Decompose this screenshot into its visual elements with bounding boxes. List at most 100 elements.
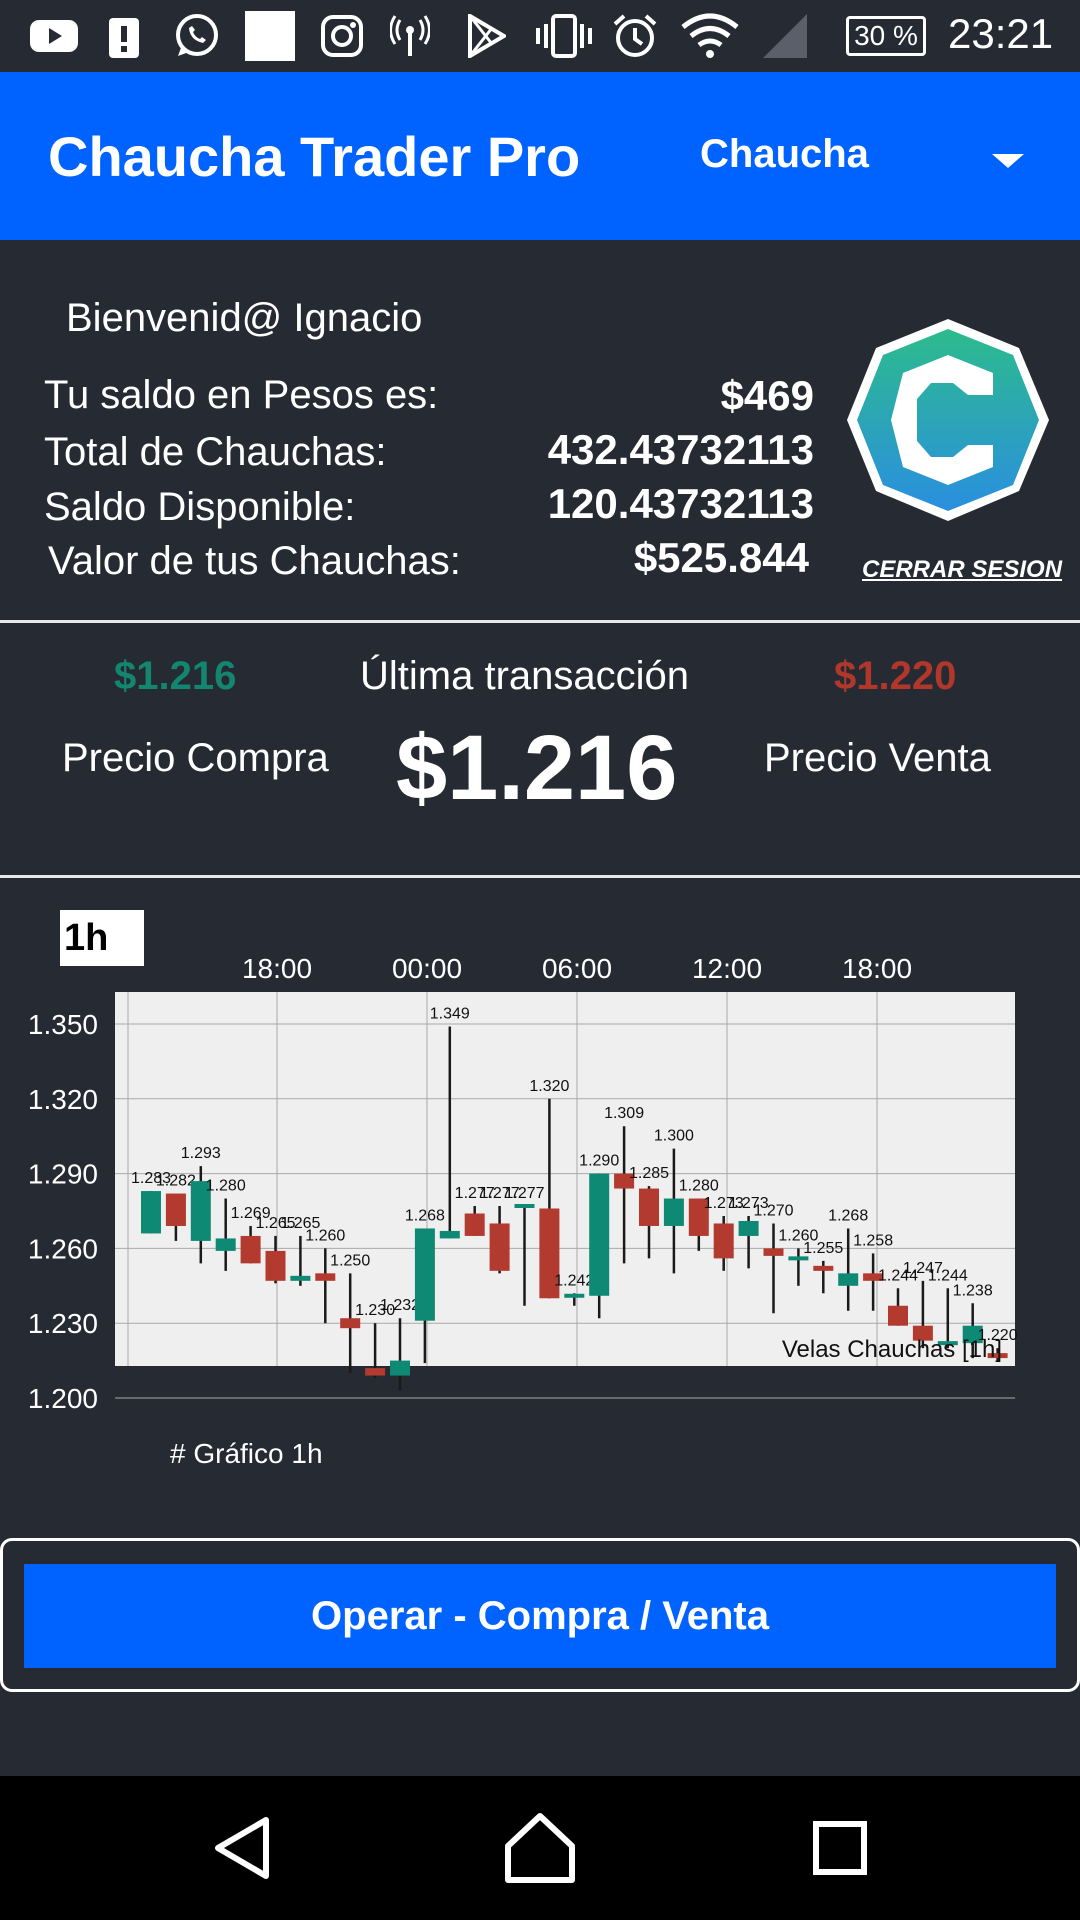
chart-title: Velas Chauchas [1h] (782, 1336, 1002, 1363)
candle-body (962, 1325, 983, 1344)
candle-label: 1.250 (330, 1252, 370, 1269)
x-tick-label: 00:00 (392, 953, 462, 984)
x-tick-label: 18:00 (242, 953, 312, 984)
candle-body (240, 1235, 261, 1264)
candle-label: 1.232 (380, 1297, 420, 1314)
x-tick-label: 12:00 (692, 953, 762, 984)
candle-body (340, 1318, 361, 1329)
candle-body (539, 1208, 560, 1299)
candle-body (912, 1325, 933, 1341)
x-tick-label: 18:00 (842, 953, 912, 984)
last-transaction-label: Última transacción (360, 654, 690, 698)
interval-tab-1h[interactable]: 1h (60, 910, 144, 966)
candle-body (265, 1250, 286, 1281)
candle-label: 1.285 (629, 1165, 669, 1182)
candle-body (813, 1265, 834, 1271)
cell-signal-icon (760, 12, 810, 60)
candle-label: 1.300 (654, 1128, 694, 1145)
x-tick-label: 06:00 (542, 953, 612, 984)
youtube-icon (28, 12, 80, 60)
candle-body (141, 1191, 161, 1234)
play-store-icon (462, 12, 510, 60)
status-bar: 30 % 23:21 (0, 0, 1080, 72)
available-balance-label: Saldo Disponible: (44, 485, 356, 529)
sell-price-value: $1.220 (834, 654, 957, 698)
candle-label: 1.269 (231, 1205, 271, 1222)
candle-label: 1.277 (504, 1185, 544, 1202)
candle-label: 1.280 (206, 1178, 246, 1195)
balance-pesos-label: Tu saldo en Pesos es: (44, 373, 439, 417)
candle-label: 1.265 (255, 1215, 295, 1232)
logout-link[interactable]: CERRAR SESION (862, 556, 1063, 583)
battery-indicator: 30 % (846, 16, 926, 56)
candle-body (190, 1181, 211, 1241)
candle-label: 1.258 (853, 1232, 893, 1249)
candle-body (639, 1188, 659, 1226)
available-balance-value: 120.43732113 (547, 480, 814, 527)
candle-label: 1.273 (729, 1195, 769, 1212)
operate-frame (0, 1538, 1080, 1692)
candle-body (290, 1275, 311, 1281)
candle-label: 1.268 (405, 1207, 445, 1224)
candle-label: 1.238 (953, 1282, 993, 1299)
chart-plot-area (115, 992, 1015, 1366)
chauchas-value-label: Valor de tus Chauchas: (48, 539, 461, 583)
candle-label: 1.244 (878, 1267, 918, 1284)
candle-label: 1.293 (181, 1145, 221, 1162)
candle-body (713, 1223, 734, 1259)
y-tick-label: 1.350 (28, 1009, 98, 1040)
candle-body (863, 1273, 884, 1281)
sell-price-label: Precio Venta (764, 736, 991, 780)
candle-label: 1.277 (455, 1185, 495, 1202)
candle-body (514, 1204, 535, 1209)
candle-label: 1.265 (280, 1215, 320, 1232)
candle-label: 1.260 (305, 1227, 345, 1244)
back-icon[interactable] (200, 1806, 284, 1890)
chevron-down-icon[interactable] (992, 154, 1024, 168)
operate-button[interactable]: Operar - Compra / Venta (24, 1564, 1056, 1668)
signal-tower-icon (388, 12, 432, 60)
candle-body (165, 1193, 186, 1226)
coin-selector[interactable]: Chaucha (700, 132, 869, 176)
y-tick-label: 1.290 (28, 1159, 98, 1190)
candle-label: 1.220 (978, 1327, 1018, 1344)
candle-label: 1.230 (355, 1302, 395, 1319)
candle-label: 1.273 (704, 1195, 744, 1212)
y-tick-label: 1.230 (28, 1308, 98, 1339)
candle-body (788, 1256, 809, 1261)
chart-caption: # Gráfico 1h (170, 1438, 323, 1469)
home-icon[interactable] (498, 1806, 582, 1890)
y-tick-label: 1.200 (28, 1383, 98, 1414)
candle-body (390, 1360, 410, 1376)
candlestick-chart: 1.350 1.320 1.290 1.260 1.230 1.200 18:00 00:0… (28, 953, 1018, 1414)
candle-body (763, 1248, 784, 1256)
clock: 23:21 (948, 10, 1054, 57)
navigation-bar (0, 1776, 1080, 1920)
divider (0, 620, 1080, 623)
candle-label: 1.283 (131, 1170, 171, 1187)
candle-body (215, 1238, 236, 1251)
candle-body (663, 1198, 684, 1226)
total-chauchas-label: Total de Chauchas: (44, 430, 387, 474)
last-transaction-price: $1.216 (396, 717, 678, 819)
candle-body (414, 1228, 435, 1321)
candle-body (688, 1198, 709, 1236)
candle-label: 1.282 (156, 1173, 196, 1190)
app-bar: Chaucha Trader Pro Chaucha (0, 72, 1080, 240)
candle-body (589, 1173, 610, 1296)
candle-body (987, 1353, 1008, 1359)
instagram-icon (318, 12, 366, 60)
buy-price-label: Precio Compra (62, 736, 329, 780)
recents-icon[interactable] (798, 1806, 882, 1890)
welcome-message: Bienvenid@ Ignacio (66, 296, 423, 340)
candle-body (738, 1220, 759, 1236)
y-tick-label: 1.320 (28, 1084, 98, 1115)
y-tick-label: 1.260 (28, 1233, 98, 1264)
candle-label: 1.280 (679, 1178, 719, 1195)
candle-body (365, 1368, 386, 1376)
candle-body (464, 1213, 485, 1236)
candle-label: 1.268 (828, 1207, 868, 1224)
candle-body (489, 1223, 510, 1271)
candle-label: 1.309 (604, 1105, 644, 1122)
candle-label: 1.244 (928, 1267, 968, 1284)
